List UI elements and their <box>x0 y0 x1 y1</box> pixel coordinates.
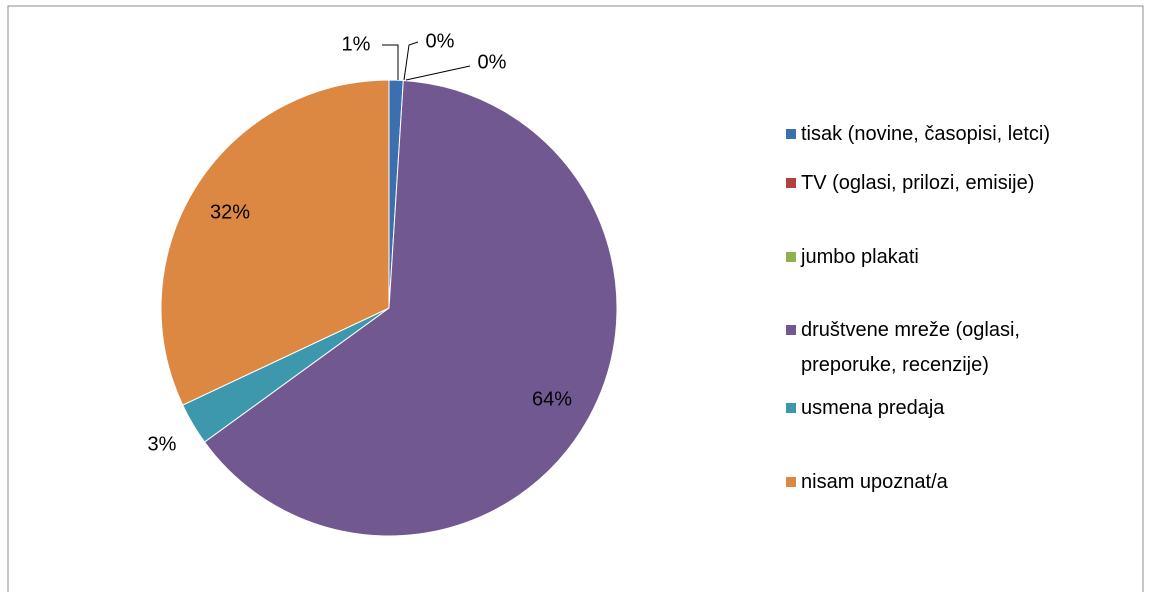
data-label: 0% <box>478 51 507 73</box>
legend-item: usmena predaja <box>786 391 1116 426</box>
leader-line <box>382 44 399 80</box>
legend-swatch <box>786 477 796 487</box>
legend-swatch <box>786 325 796 335</box>
data-label: 32% <box>210 201 250 223</box>
legend-label: tisak (novine, časopisi, letci) <box>801 123 1050 145</box>
chart-frame <box>7 5 1144 592</box>
pie-slice <box>160 79 390 406</box>
legend-item: nisam upoznat/a <box>786 465 1116 500</box>
legend-swatch <box>786 252 796 262</box>
legend-label: TV (oglasi, prilozi, emisije) <box>801 172 1035 194</box>
legend-swatch <box>786 129 796 139</box>
legend-label: nisam upoznat/a <box>801 471 948 493</box>
pie-slice <box>203 79 618 537</box>
data-label: 3% <box>148 433 177 455</box>
legend-swatch <box>786 403 796 413</box>
leader-line <box>403 41 419 81</box>
legend-swatch <box>786 178 796 188</box>
legend-label: usmena predaja <box>801 397 945 419</box>
legend-label: društvene mreže (oglasi, preporuke, rece… <box>801 319 1020 376</box>
legend-item: jumbo plakati <box>786 240 1116 275</box>
legend-item: TV (oglasi, prilozi, emisije) <box>786 166 1116 201</box>
data-label: 1% <box>342 33 371 55</box>
leader-line <box>405 65 471 81</box>
data-label: 0% <box>426 30 455 52</box>
legend-label: jumbo plakati <box>801 246 919 268</box>
data-label: 64% <box>532 388 572 410</box>
legend-item: tisak (novine, časopisi, letci) <box>786 117 1116 152</box>
legend-item: društvene mreže (oglasi, preporuke, rece… <box>786 313 1116 383</box>
